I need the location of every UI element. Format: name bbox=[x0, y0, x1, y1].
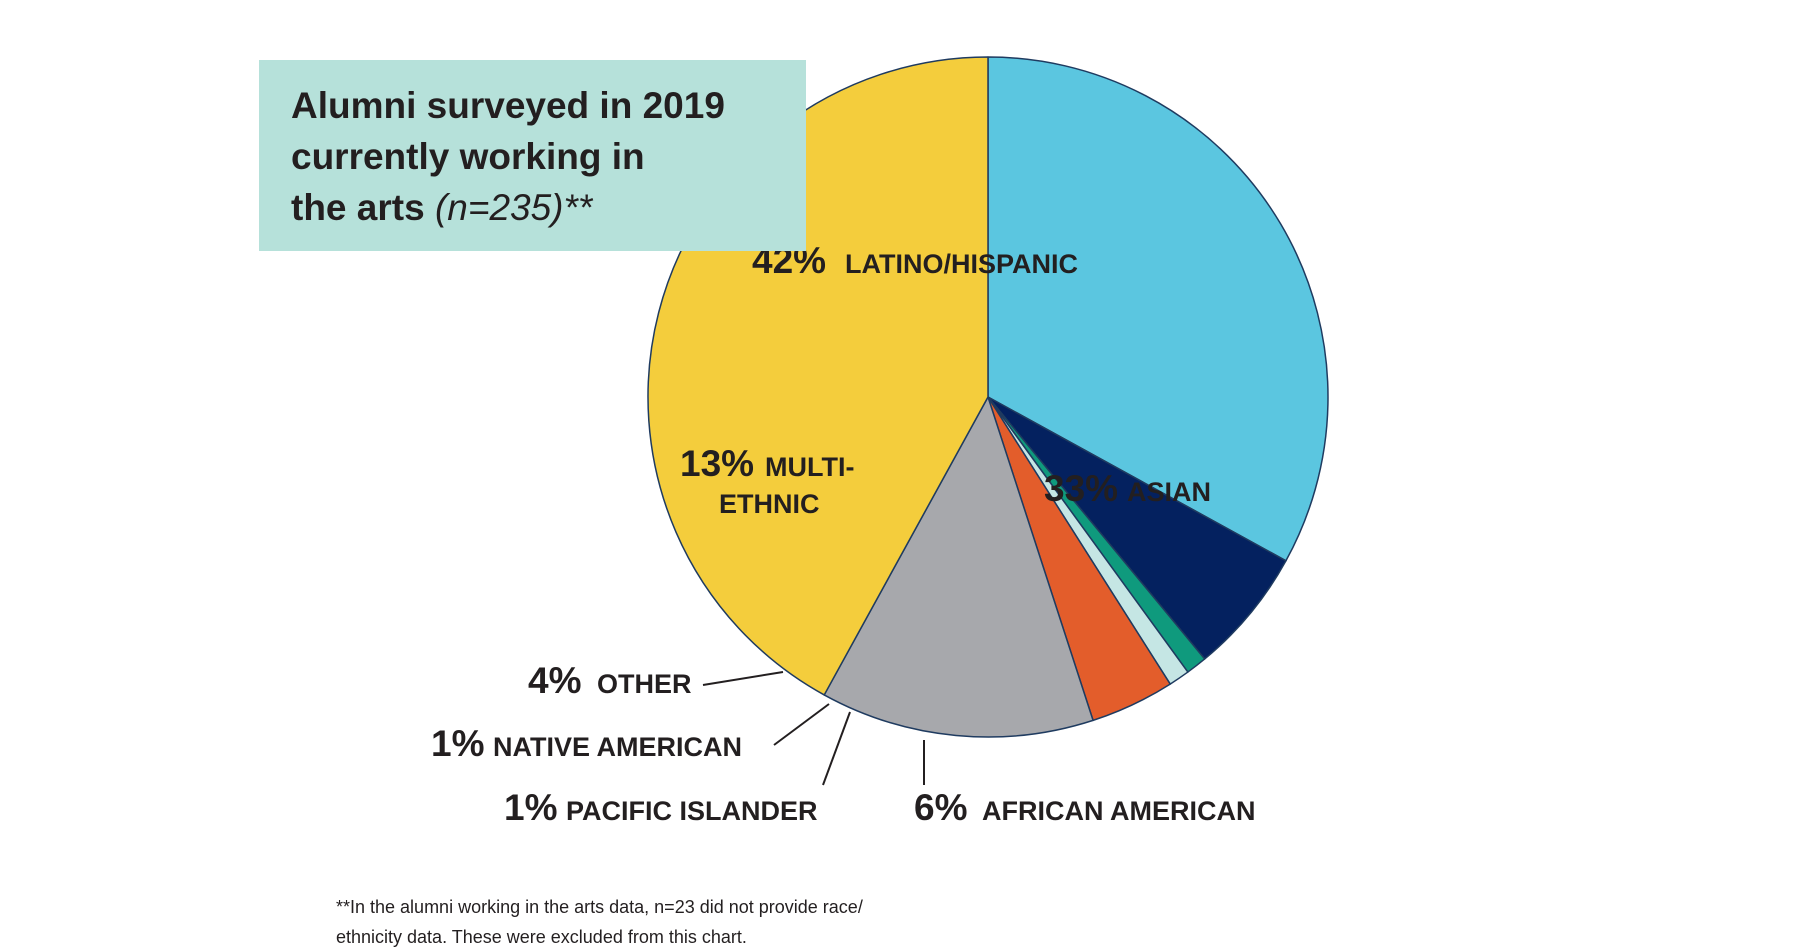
title-line-3: the arts (n=235)** bbox=[291, 182, 791, 233]
title-box bbox=[259, 60, 806, 251]
slice-label-native-american: NATIVE AMERICAN bbox=[493, 732, 742, 762]
pie-slice-asian bbox=[987, 56, 1329, 562]
slice-label-other: OTHER bbox=[597, 669, 692, 699]
pie-slice-african-american bbox=[987, 396, 1287, 660]
slice-label-asian: ASIAN bbox=[1127, 477, 1211, 507]
footnote-line-2: ethnicity data. These were excluded from… bbox=[336, 927, 747, 947]
footnote-line-1: **In the alumni working in the arts data… bbox=[336, 897, 863, 917]
slice-label-multi-ethnic-1: MULTI- bbox=[765, 452, 854, 482]
pie-slice-multi-ethnic bbox=[823, 396, 1094, 738]
slice-labels: 33% ASIAN 6% AFRICAN AMERICAN 1% PACIFIC ISLA… bbox=[431, 240, 1255, 828]
slice-value-pacific-islander: 1% bbox=[504, 787, 557, 828]
leader-line-pacific-islander bbox=[822, 711, 851, 786]
slice-label-pacific-islander: PACIFIC ISLANDER bbox=[566, 796, 818, 826]
footnote: **In the alumni working in the arts data… bbox=[336, 892, 1036, 952]
slice-label-multi-ethnic-2: ETHNIC bbox=[719, 489, 820, 519]
slice-value-multi-ethnic: 13% bbox=[680, 443, 754, 484]
leader-line-native-american bbox=[773, 703, 830, 746]
title-n-note: (n=235)** bbox=[434, 187, 593, 228]
slice-label-african-american: AFRICAN AMERICAN bbox=[982, 796, 1255, 826]
slice-value-african-american: 6% bbox=[914, 787, 967, 828]
slice-value-other: 4% bbox=[528, 660, 581, 701]
slice-value-asian: 33% bbox=[1044, 468, 1118, 509]
leader-line-other bbox=[702, 671, 784, 686]
leader-lines bbox=[702, 671, 925, 786]
title-line-1: Alumni surveyed in 2019 bbox=[291, 85, 725, 126]
title-line-3-text: the arts bbox=[291, 187, 425, 228]
slice-value-native-american: 1% bbox=[431, 723, 484, 764]
slice-label-latino-hispanic: LATINO/HISPANIC bbox=[845, 249, 1078, 279]
title-line-2: currently working in bbox=[291, 136, 645, 177]
chart-title: Alumni surveyed in 2019 currently workin… bbox=[291, 80, 791, 233]
